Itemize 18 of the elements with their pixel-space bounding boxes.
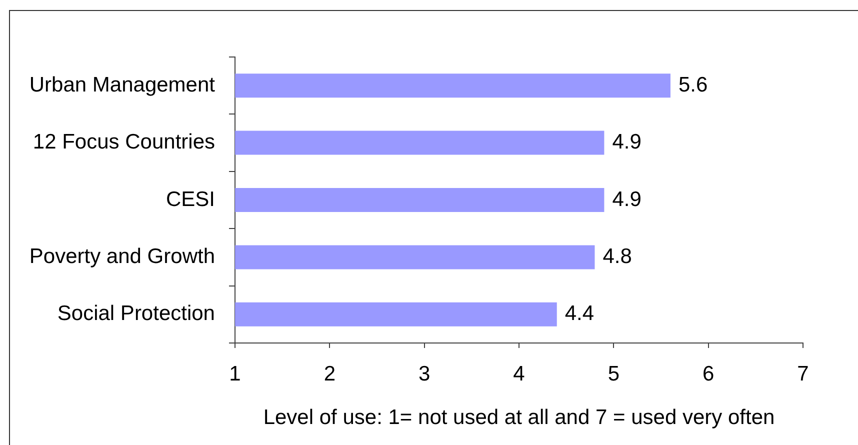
x-tick-label: 2	[324, 362, 336, 386]
x-tick-label: 5	[608, 362, 620, 386]
x-tick-label: 6	[702, 362, 714, 386]
x-tick-label: 3	[418, 362, 430, 386]
data-label: 5.6	[678, 73, 708, 96]
x-tick-label: 1	[229, 362, 241, 386]
data-label: 4.9	[612, 130, 642, 154]
x-axis-title: Level of use: 1= not used at all and 7 = used very often	[263, 406, 775, 430]
y-tick-label: Urban Management	[29, 73, 216, 96]
data-label: 4.9	[612, 188, 642, 211]
x-tick-label: 7	[797, 362, 809, 386]
y-tick-label: Social Protection	[57, 302, 215, 326]
data-label: 4.4	[564, 302, 594, 326]
y-tick-label: CESI	[166, 188, 215, 211]
x-tick-label: 4	[513, 362, 526, 386]
y-tick-label: 12 Focus Countries	[32, 130, 215, 154]
y-tick-label: Poverty and Growth	[29, 244, 215, 268]
data-label: 4.8	[602, 244, 632, 268]
